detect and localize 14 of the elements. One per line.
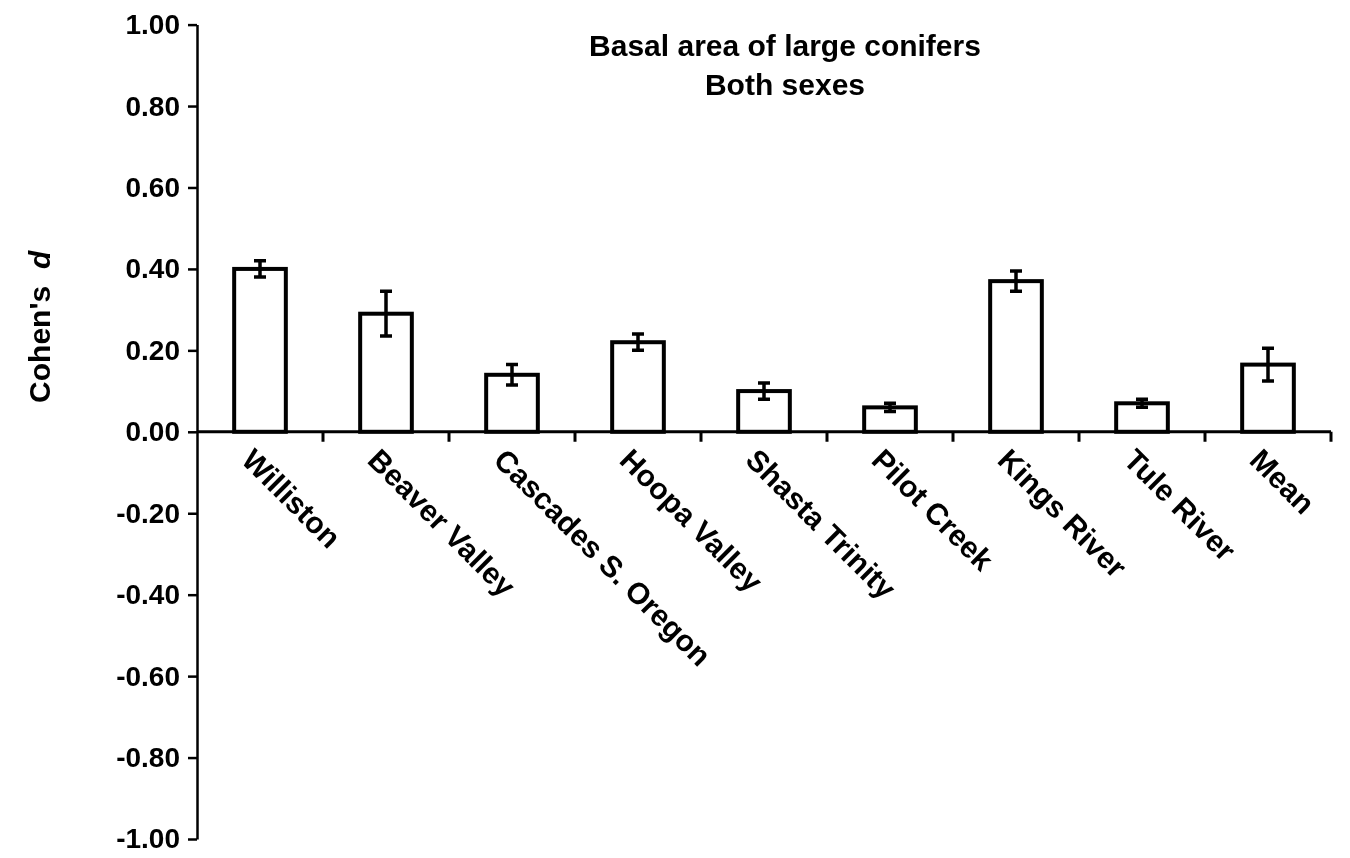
y-tick-label: -1.00 (116, 823, 180, 855)
y-tick-label: 0.60 (125, 171, 180, 203)
y-tick-label: -0.80 (116, 742, 180, 774)
y-tick-label: 0.00 (125, 416, 180, 448)
y-tick-label: 1.00 (125, 9, 180, 41)
y-tick-label: -0.20 (116, 497, 180, 529)
y-tick-label: -0.40 (116, 579, 180, 611)
y-tick-label: 0.80 (125, 90, 180, 122)
y-tick-label: 0.20 (125, 334, 180, 366)
text: Both sexes (704, 68, 866, 101)
y-tick-label: -0.60 (116, 660, 180, 692)
chart-title: Basal area of large conifers (589, 29, 981, 62)
y-axis-title: Cohen's d (23, 250, 56, 403)
y-tick-label: 0.40 (125, 253, 180, 285)
